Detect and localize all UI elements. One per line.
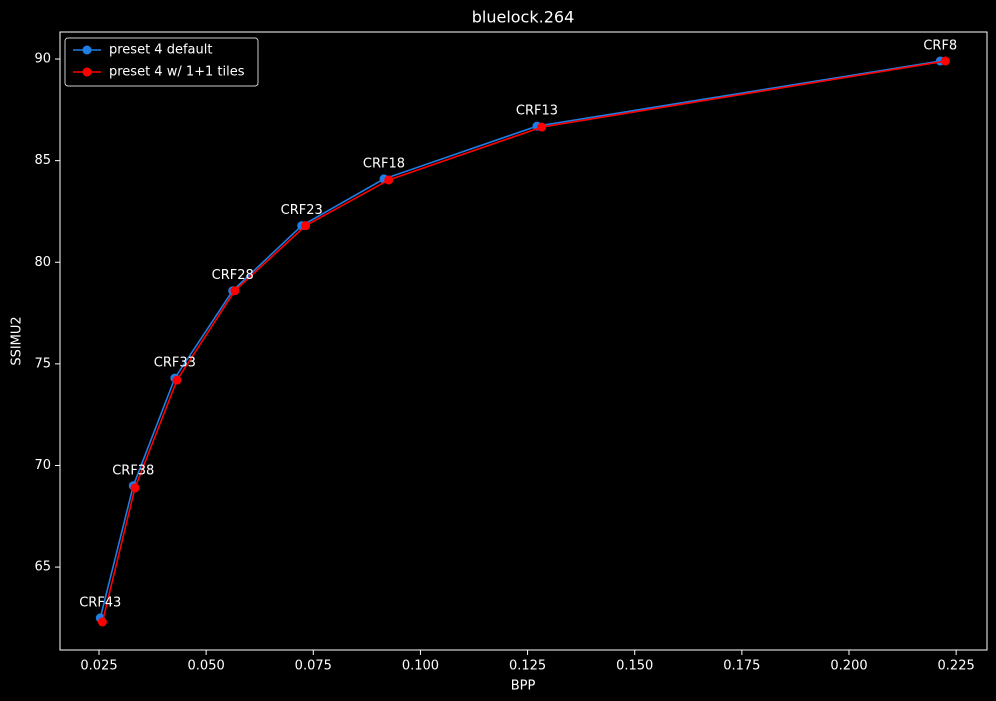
legend-marker — [82, 45, 92, 55]
y-tick-label: 75 — [34, 356, 51, 371]
legend-label: preset 4 w/ 1+1 tiles — [109, 65, 245, 80]
data-point — [940, 56, 950, 66]
x-tick-label: 0.075 — [295, 659, 332, 674]
x-tick-label: 0.175 — [723, 659, 760, 674]
point-annotation: CRF23 — [281, 203, 323, 218]
x-tick-label: 0.200 — [830, 659, 867, 674]
data-point — [537, 122, 547, 132]
data-point — [97, 617, 107, 627]
chart-title: bluelock.264 — [472, 8, 575, 27]
data-point — [384, 175, 394, 185]
data-point — [230, 286, 240, 296]
point-annotation: CRF13 — [516, 104, 558, 119]
x-tick-label: 0.025 — [80, 659, 117, 674]
y-tick-label: 70 — [34, 458, 51, 473]
x-axis-label: BPP — [511, 679, 536, 694]
x-tick-label: 0.100 — [402, 659, 439, 674]
point-annotation: CRF18 — [363, 156, 405, 171]
y-axis-label: SSIMU2 — [10, 316, 25, 365]
y-tick-label: 80 — [34, 255, 51, 270]
point-annotation: CRF33 — [154, 356, 196, 371]
legend-box — [64, 37, 259, 87]
y-tick-label: 85 — [34, 153, 51, 168]
series-line — [101, 60, 946, 623]
legend-label: preset 4 default — [109, 43, 212, 58]
y-tick-label: 90 — [34, 52, 51, 67]
point-annotation: CRF28 — [212, 268, 254, 283]
x-tick-label: 0.050 — [188, 659, 225, 674]
x-tick-label: 0.150 — [616, 659, 653, 674]
data-point — [130, 483, 140, 493]
point-annotation: CRF38 — [112, 463, 154, 478]
plot-frame — [59, 31, 988, 651]
y-tick-label: 65 — [34, 560, 51, 575]
point-annotation: CRF8 — [923, 39, 957, 54]
x-tick-label: 0.125 — [509, 659, 546, 674]
legend-marker — [82, 67, 92, 77]
x-tick-label: 0.225 — [938, 659, 975, 674]
data-point — [172, 375, 182, 385]
series-line — [99, 60, 941, 619]
data-point — [301, 221, 311, 231]
point-annotation: CRF43 — [79, 595, 121, 610]
